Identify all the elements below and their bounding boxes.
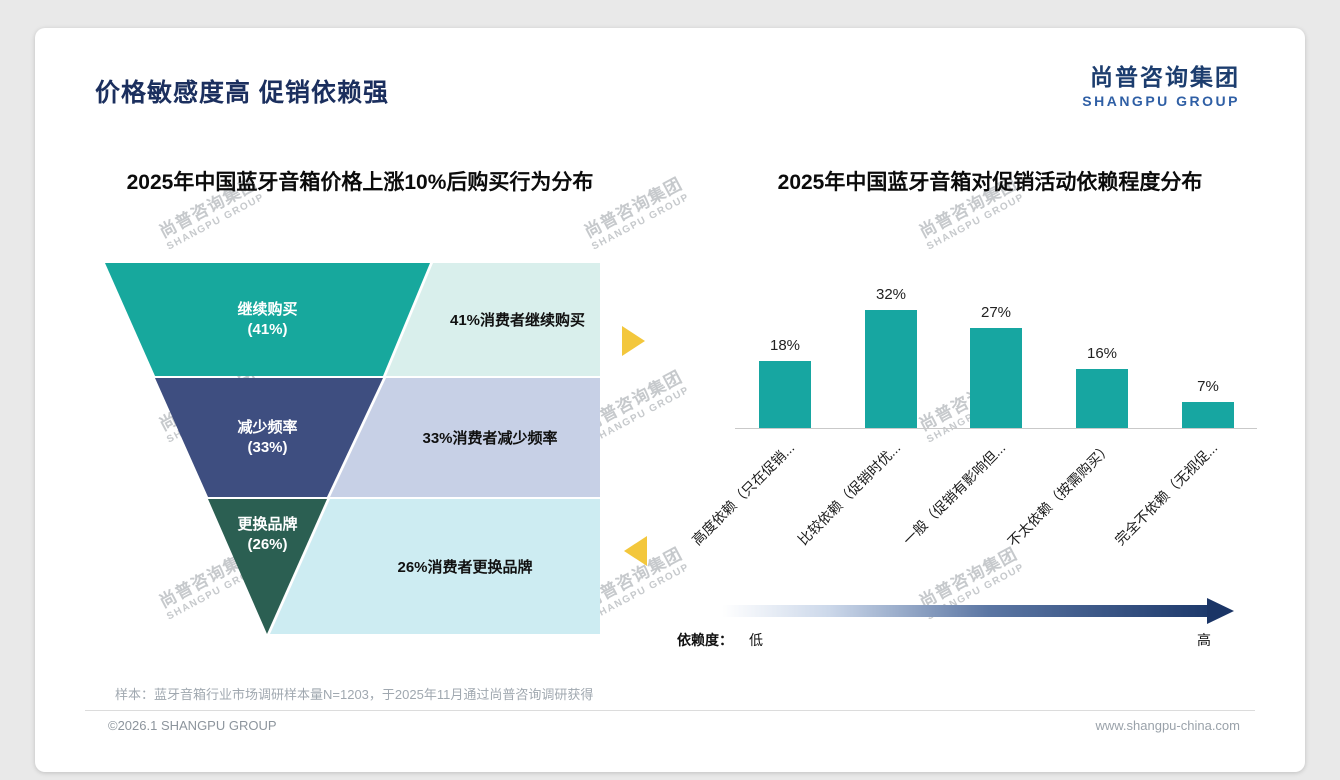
- bar-group: 16%: [1076, 345, 1128, 428]
- bar-value-label: 7%: [1197, 378, 1219, 395]
- slide-card: 尚普咨询集团 SHANGPU GROUP 尚普咨询集团 SHANGPU GROUP …: [35, 28, 1305, 772]
- bar-value-label: 27%: [980, 304, 1012, 321]
- sample-note: 样本：蓝牙音箱行业市场调研样本量N=1203，于2025年11月通过尚普咨询调研…: [115, 687, 594, 702]
- bar-value-label: 32%: [875, 286, 907, 303]
- bar: [970, 328, 1022, 428]
- x-tick-label: 比较依赖（促销时优...: [795, 439, 904, 549]
- footer-divider: [85, 710, 1255, 711]
- funnel-label-1: 继续购买 (41%): [105, 263, 430, 376]
- funnel-chart-title: 2025年中国蓝牙音箱价格上涨10%后购买行为分布: [126, 171, 594, 194]
- bar: [865, 310, 917, 428]
- bar-group: 7%: [1182, 378, 1234, 428]
- bar-chart: 18% 32% 27% 16% 7%: [720, 278, 1255, 428]
- funnel-label-3: 更换品牌 (26%): [105, 499, 430, 634]
- funnel-label-value: (41%): [247, 320, 288, 338]
- logo-english-text: SHANGPU GROUP: [1082, 93, 1240, 109]
- funnel-label-text: 更换品牌: [237, 516, 298, 533]
- funnel-trapezoid-1: [105, 263, 430, 376]
- bar: [1182, 402, 1234, 428]
- bar: [1076, 369, 1128, 428]
- funnel-label-value: (26%): [247, 536, 288, 553]
- accent-arrow-right-icon: [622, 326, 645, 356]
- accent-arrow-left-icon: [624, 536, 647, 566]
- dependency-axis-label: 依赖度：: [677, 632, 733, 648]
- funnel-label-text: 减少频率: [237, 418, 298, 436]
- funnel-desc-text-1: 41%消费者继续购买: [449, 312, 586, 329]
- logo-chinese-text: 尚普咨询集团: [1090, 64, 1240, 90]
- funnel-level-3: 更换品牌 (26%) 26%消费者更换品牌: [105, 499, 600, 634]
- funnel-desc-box-3: [270, 499, 600, 634]
- funnel-level-2: 减少频率 (33%) 33%消费者减少频率: [105, 378, 600, 497]
- x-tick-label: 不太依赖（按需购买）: [1004, 439, 1115, 550]
- dependency-arrowhead-icon: [1207, 598, 1234, 624]
- bar-group: 32%: [865, 286, 917, 428]
- funnel-label-value: (33%): [247, 438, 288, 456]
- bar-chart-title: 2025年中国蓝牙音箱对促销活动依赖程度分布: [777, 171, 1203, 194]
- funnel-level-1: 继续购买 (41%) 41%消费者继续购买: [105, 263, 600, 376]
- dependency-gradient-arrow: [722, 605, 1207, 617]
- funnel-desc-text-2: 33%消费者减少频率: [422, 430, 558, 447]
- x-tick-label: 一般（促销有影响但...: [900, 439, 1009, 549]
- bar-group: 27%: [970, 304, 1022, 428]
- funnel-label-2: 减少频率 (33%): [105, 378, 430, 497]
- x-tick-label: 完全不依赖（无视促...: [1112, 439, 1221, 549]
- funnel-desc-text-3: 26%消费者更换品牌: [397, 559, 533, 576]
- dependency-high-label: 高: [1197, 632, 1211, 648]
- footer-copyright: ©2026.1 SHANGPU GROUP: [108, 718, 277, 733]
- funnel-label-text: 继续购买: [237, 300, 298, 318]
- funnel-chart: 继续购买 (41%) 41%消费者继续购买 减少频率 (33%) 33%消费者减…: [105, 263, 600, 638]
- page-title: 价格敏感度高 促销依赖强: [95, 79, 389, 107]
- company-logo: 尚普咨询集团 SHANGPU GROUP: [1082, 58, 1240, 109]
- x-tick-label: 高度依赖（只在促销...: [689, 439, 798, 549]
- footer-website: www.shangpu-china.com: [1095, 718, 1240, 733]
- x-axis-line: [735, 428, 1257, 429]
- dependency-low-label: 低: [749, 632, 763, 648]
- bar-value-label: 16%: [1086, 345, 1118, 362]
- bar: [759, 361, 811, 428]
- bar-value-label: 18%: [769, 337, 801, 354]
- bar-group: 18%: [759, 337, 811, 428]
